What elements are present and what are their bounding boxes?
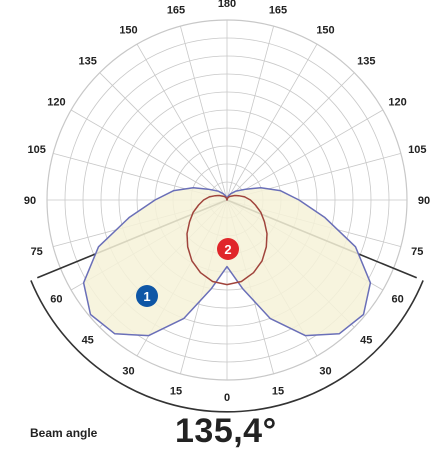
grid-spoke bbox=[99, 72, 228, 201]
angle-tick-right-75: 75 bbox=[411, 246, 423, 258]
angle-tick-left-120: 120 bbox=[47, 97, 65, 109]
angle-tick-right-15: 15 bbox=[272, 385, 284, 397]
grid-spoke bbox=[226, 43, 318, 201]
angle-tick-right-30: 30 bbox=[319, 366, 331, 378]
angle-tick-left-75: 75 bbox=[31, 246, 43, 258]
grid-spoke bbox=[70, 109, 228, 201]
angle-tick-left-60: 60 bbox=[50, 294, 62, 306]
angle-tick-left-180: 180 bbox=[218, 0, 236, 10]
angle-tick-left-135: 135 bbox=[79, 56, 97, 68]
series-marker-2-label: 2 bbox=[224, 242, 231, 257]
angle-tick-right-90: 90 bbox=[418, 195, 430, 207]
series-marker-1 bbox=[136, 285, 158, 307]
series-marker-2 bbox=[217, 238, 239, 260]
angle-tick-left-15: 15 bbox=[170, 385, 182, 397]
beam-angle-value: 135,4° bbox=[175, 412, 277, 450]
angle-tick-left-45: 45 bbox=[82, 334, 94, 346]
intensity-curve-2 bbox=[186, 194, 268, 286]
angle-tick-labels: 0 15 30 45 60 75 90 105 120 135 150 165 180 15 30 45 60 7… bbox=[24, 0, 430, 404]
angle-tick-right-135: 135 bbox=[357, 56, 375, 68]
grid-spoke bbox=[136, 43, 228, 201]
grid-spoke bbox=[226, 72, 355, 201]
series-marker-1-label: 1 bbox=[143, 289, 150, 304]
beam-arc-line bbox=[30, 280, 424, 413]
angle-tick-right-45: 45 bbox=[360, 334, 372, 346]
angle-tick-left-165: 165 bbox=[167, 5, 185, 17]
angle-tick-right-120: 120 bbox=[388, 97, 406, 109]
series-markers: 12 bbox=[136, 238, 239, 307]
angle-tick-right-150: 150 bbox=[316, 24, 334, 36]
angle-tick-right-165: 165 bbox=[269, 5, 287, 17]
angle-tick-left-90: 90 bbox=[24, 195, 36, 207]
angle-tick-right-105: 105 bbox=[408, 144, 426, 156]
angle-tick-left-0: 0 bbox=[224, 392, 230, 404]
grid-spoke bbox=[180, 25, 228, 201]
angle-tick-right-60: 60 bbox=[391, 294, 403, 306]
grid-spoke bbox=[226, 109, 384, 201]
beam-angle-label: Beam angle bbox=[30, 426, 98, 440]
angle-tick-left-105: 105 bbox=[28, 144, 46, 156]
angle-tick-left-30: 30 bbox=[122, 366, 134, 378]
angle-tick-left-150: 150 bbox=[119, 24, 137, 36]
grid-spoke bbox=[226, 25, 274, 201]
